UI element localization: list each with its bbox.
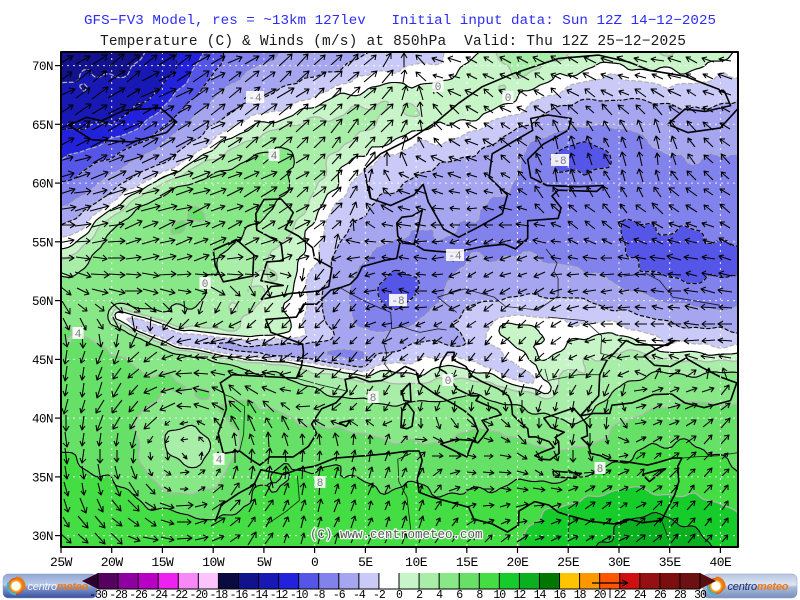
svg-text:0: 0: [435, 82, 442, 94]
svg-text:-20: -20: [189, 589, 208, 600]
svg-text:25W: 25W: [50, 555, 73, 570]
svg-text:-4: -4: [448, 251, 462, 263]
svg-text:0: 0: [202, 279, 209, 291]
svg-text:-26: -26: [129, 589, 148, 600]
svg-text:4: 4: [271, 151, 278, 163]
svg-text:-18: -18: [210, 589, 229, 600]
svg-text:22: 22: [614, 589, 627, 600]
svg-text:28: 28: [674, 589, 687, 600]
svg-text:0: 0: [445, 376, 452, 388]
svg-text:25E: 25E: [557, 555, 580, 570]
svg-text:8: 8: [370, 393, 377, 405]
svg-text:-16: -16: [230, 589, 249, 600]
svg-text:-4: -4: [353, 589, 366, 600]
svg-text:30N: 30N: [32, 530, 53, 544]
svg-text:-22: -22: [169, 589, 188, 600]
svg-text:60N: 60N: [32, 178, 53, 192]
svg-text:65N: 65N: [32, 119, 53, 133]
svg-text:30E: 30E: [608, 555, 631, 570]
svg-text:70N: 70N: [32, 60, 53, 74]
svg-text:(C) www.centrometeo.com: (C) www.centrometeo.com: [310, 528, 483, 542]
svg-text:45N: 45N: [32, 354, 53, 368]
svg-text:40E: 40E: [709, 555, 732, 570]
svg-text:6: 6: [456, 589, 463, 600]
svg-text:-8: -8: [391, 296, 404, 308]
svg-text:35E: 35E: [659, 555, 682, 570]
svg-text:15W: 15W: [151, 555, 174, 570]
svg-text:24: 24: [634, 589, 647, 600]
svg-text:20E: 20E: [507, 555, 530, 570]
svg-text:-30: -30: [89, 589, 108, 600]
svg-text:4: 4: [436, 589, 443, 600]
svg-text:15E: 15E: [456, 555, 479, 570]
svg-text:26: 26: [654, 589, 667, 600]
svg-text:-14: -14: [250, 589, 269, 600]
svg-text:30: 30: [694, 589, 707, 600]
svg-text:2: 2: [416, 589, 423, 600]
svg-text:16: 16: [554, 589, 567, 600]
svg-text:12: 12: [513, 589, 526, 600]
svg-text:-4: -4: [248, 93, 262, 105]
svg-text:-8: -8: [313, 589, 326, 600]
svg-text:centrometeo: centrometeo: [28, 581, 89, 593]
svg-text:-24: -24: [149, 589, 168, 600]
svg-text:Temperature (C) & Winds (m/s): Temperature (C) & Winds (m/s) at 850hPa …: [100, 34, 686, 50]
svg-text:35N: 35N: [32, 471, 53, 485]
svg-text:4: 4: [75, 329, 82, 341]
svg-text:18: 18: [574, 589, 587, 600]
svg-text:-6: -6: [333, 589, 346, 600]
svg-text:10E: 10E: [405, 555, 428, 570]
svg-text:10: 10: [493, 589, 506, 600]
svg-text:4: 4: [216, 455, 223, 467]
svg-text:0: 0: [311, 555, 318, 570]
svg-text:20: 20: [594, 589, 607, 600]
svg-text:-8: -8: [553, 156, 566, 168]
svg-text:-2: -2: [373, 589, 386, 600]
svg-text:5W: 5W: [257, 555, 272, 570]
svg-text:10W: 10W: [202, 555, 225, 570]
svg-text:50N: 50N: [32, 295, 53, 309]
svg-text:-10: -10: [290, 589, 309, 600]
svg-text:centrometeo: centrometeo: [728, 581, 789, 593]
svg-text:40N: 40N: [32, 413, 53, 427]
svg-text:55N: 55N: [32, 236, 53, 250]
svg-text:-28: -28: [109, 589, 128, 600]
svg-text:14: 14: [534, 589, 547, 600]
svg-text:8: 8: [476, 589, 483, 600]
svg-text:GFS−FV3 Model, res = ~13km 127: GFS−FV3 Model, res = ~13km 127lev Initia…: [84, 13, 716, 29]
svg-text:0: 0: [396, 589, 403, 600]
svg-text:8: 8: [317, 478, 324, 490]
svg-text:-12: -12: [270, 589, 289, 600]
svg-text:5E: 5E: [358, 555, 373, 570]
svg-text:20W: 20W: [101, 555, 124, 570]
svg-text:0: 0: [505, 93, 512, 105]
svg-text:8: 8: [597, 464, 604, 476]
